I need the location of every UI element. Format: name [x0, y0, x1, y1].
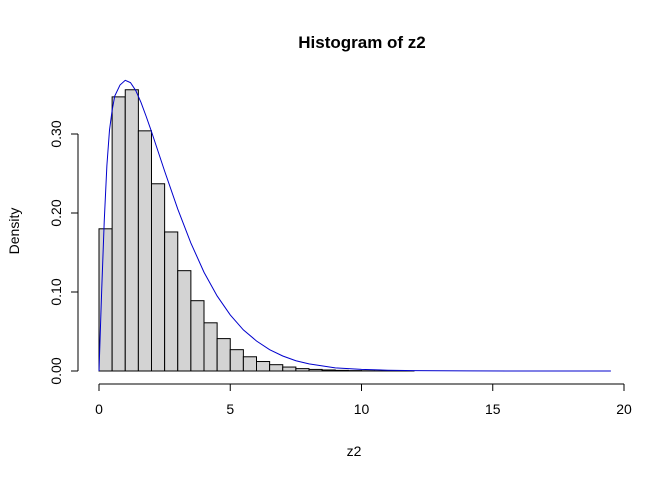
histogram-bar	[242, 356, 257, 372]
histogram-bar	[203, 322, 218, 372]
histogram-bar	[124, 89, 139, 372]
histogram-bar	[177, 270, 192, 372]
x-axis: 0 5 10 15 20	[95, 383, 632, 417]
histogram-bar	[295, 368, 310, 372]
y-tick-label: 0.20	[48, 199, 64, 226]
density-curve	[98, 79, 611, 372]
histogram-bar	[190, 300, 205, 372]
chart-title: Histogram of z2	[298, 33, 426, 52]
x-tick-label: 10	[354, 401, 370, 417]
x-axis-label: z2	[347, 443, 362, 459]
histogram-bar	[282, 366, 297, 372]
histogram-bar	[269, 364, 284, 372]
y-axis: 0.00 0.10 0.20 0.30	[48, 120, 79, 385]
histogram-bar	[216, 338, 231, 372]
histogram-bar	[111, 96, 126, 372]
histogram-bar	[151, 183, 166, 372]
histogram-bar	[321, 369, 336, 372]
y-axis-label: Density	[6, 208, 22, 255]
x-tick-label: 15	[485, 401, 501, 417]
bars-group	[98, 89, 415, 372]
x-tick-label: 20	[616, 401, 632, 417]
y-tick-label: 0.00	[48, 357, 64, 384]
histogram-bar	[229, 349, 244, 372]
histogram-bar	[137, 130, 152, 372]
histogram-bar	[308, 368, 323, 372]
y-tick-label: 0.10	[48, 278, 64, 305]
histogram-bar	[256, 361, 271, 372]
histogram-bar	[334, 369, 349, 372]
y-tick-label: 0.30	[48, 120, 64, 147]
histogram-bar	[164, 231, 179, 372]
x-tick-label: 5	[226, 401, 234, 417]
x-tick-label: 0	[95, 401, 103, 417]
